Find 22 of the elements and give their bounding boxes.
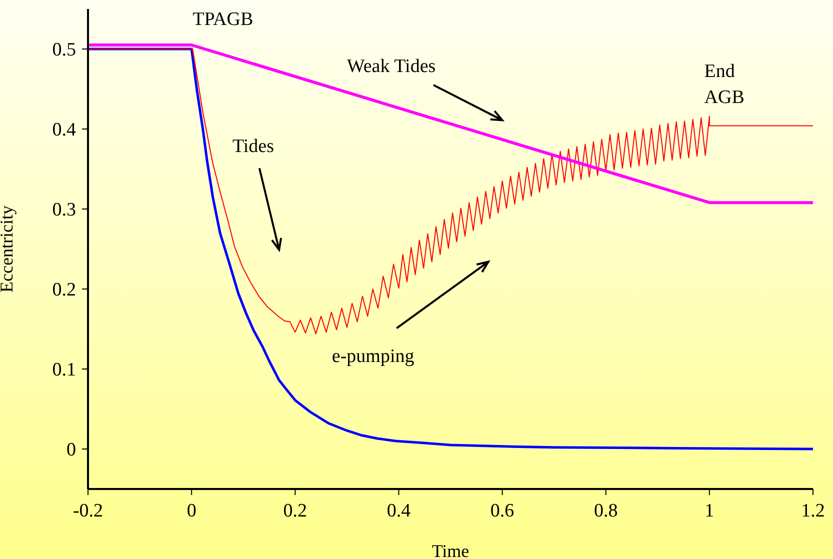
x-tick-label: 0.2 — [283, 500, 308, 522]
x-tick-label: 0.4 — [386, 500, 412, 522]
x-tick-label: 0.6 — [490, 500, 514, 522]
y-tick-label: 0.2 — [52, 280, 76, 301]
x-axis-title: Time — [432, 541, 470, 559]
y-tick-label: 0.3 — [52, 200, 76, 221]
y-tick-label: 0.5 — [52, 40, 76, 61]
x-tick-label: -0.2 — [72, 500, 104, 522]
annotation: End AGB — [704, 61, 744, 108]
line-series — [88, 48, 813, 334]
x-tick-label: 1.2 — [801, 500, 825, 522]
y-tick-label: 0.1 — [52, 360, 76, 381]
annotation: e-pumping — [332, 346, 415, 367]
annotation: TPAGB — [192, 9, 254, 30]
x-tick-label: 0.8 — [594, 500, 618, 522]
annotation: Tides — [232, 136, 274, 158]
y-tick-label: 0.4 — [52, 120, 76, 141]
y-tick-label: 0 — [66, 440, 76, 461]
y-axis-title: Eccentricity — [0, 206, 16, 292]
x-tick-label: 0 — [186, 500, 196, 522]
x-tick-label: 1 — [704, 500, 714, 522]
annotation: Weak Tides — [346, 56, 436, 78]
